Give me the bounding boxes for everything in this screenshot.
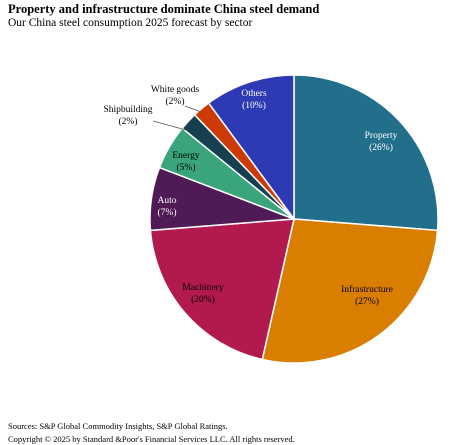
chart-subtitle: Our China steel consumption 2025 forecas… xyxy=(8,17,253,29)
copyright-note: Copyright © 2025 by Standard &Poor's Fin… xyxy=(8,434,295,444)
slice-value-energy: (5%) xyxy=(177,162,196,173)
slice-label-machinery: Machinery xyxy=(182,283,223,293)
pie-slice-others xyxy=(207,74,295,222)
slice-value-machinery: (20%) xyxy=(191,294,215,305)
slice-label-energy: Energy xyxy=(172,151,200,161)
slice-label-property: Property xyxy=(365,131,398,141)
slice-label-shipbuilding: Shipbuilding xyxy=(103,105,152,115)
pie-slice-machinery xyxy=(149,218,295,361)
slice-value-others: (10%) xyxy=(242,100,266,111)
slice-value-auto: (7%) xyxy=(158,207,177,218)
slice-label-infrastructure: Infrastructure xyxy=(341,284,393,295)
slice-label-others: Others xyxy=(241,89,267,99)
pie-slice-property xyxy=(293,74,439,232)
slice-value-shipbuilding: (2%) xyxy=(119,116,138,127)
pie-chart: Property(26%) Infrastructure(27%) Machiner… xyxy=(103,74,439,364)
slice-value-property: (26%) xyxy=(369,142,393,153)
slice-value-infrastructure: (27%) xyxy=(355,296,379,307)
leader-line-white-goods xyxy=(184,105,202,113)
slice-value-white-goods: (2%) xyxy=(166,96,185,107)
pie-slice-infrastructure xyxy=(261,218,439,364)
sources-note: Sources: S&P Global Commodity Insights, … xyxy=(8,421,228,431)
chart-title: Property and infrastructure dominate Chi… xyxy=(8,2,320,16)
leader-line-shipbuilding xyxy=(152,120,187,131)
slice-label-white-goods: White goods xyxy=(151,85,200,95)
slice-label-auto: Auto xyxy=(158,196,177,206)
